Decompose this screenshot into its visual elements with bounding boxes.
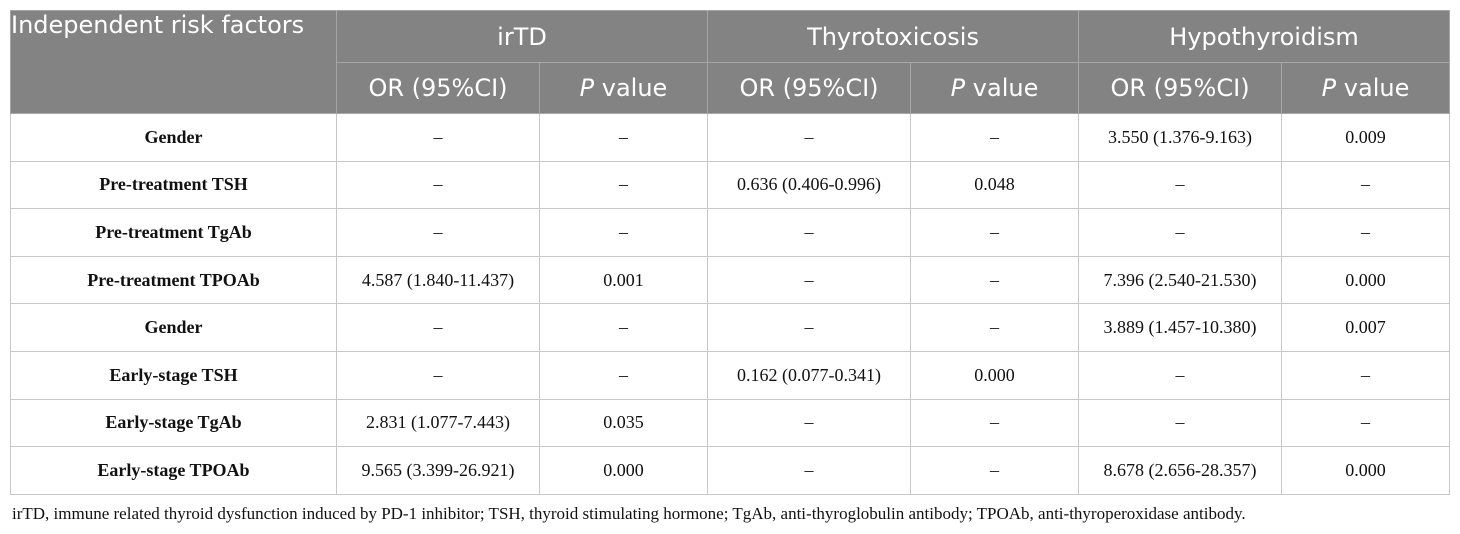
table-footnote: irTD, immune related thyroid dysfunction… xyxy=(12,504,1246,523)
cell-p-irtd: 0.035 xyxy=(539,398,708,448)
cell-p-thyrotoxicosis: – xyxy=(909,113,1080,162)
cell-or-thyrotoxicosis: – xyxy=(707,208,911,257)
risk-factors-table: Independent risk factors irTD Thyrotoxic… xyxy=(10,10,1451,495)
cell-p-thyrotoxicosis: – xyxy=(909,398,1080,448)
cell-p-hypothyroidism: 0.009 xyxy=(1281,113,1451,162)
cell-or-hypothyroidism: – xyxy=(1078,160,1283,210)
p-italic-label: P xyxy=(950,74,966,102)
cell-p-irtd: 0.001 xyxy=(539,255,708,305)
table-row: Pre-treatment TPOAb 4.587 (1.840-11.437) 0… xyxy=(10,255,1451,305)
cell-or-hypothyroidism: 3.889 (1.457-10.380) xyxy=(1078,303,1283,352)
cell-p-hypothyroidism: – xyxy=(1281,350,1451,400)
cell-or-thyrotoxicosis: 0.636 (0.406-0.996) xyxy=(707,160,911,210)
header-row-groups: Independent risk factors irTD Thyrotoxic… xyxy=(10,10,1451,114)
header-group-irtd: irTD xyxy=(336,10,708,63)
p-value-label: value xyxy=(1336,74,1410,102)
header-row-measures: OR (95%CI) P value OR (95%CI) P value OR… xyxy=(11,62,1451,114)
header-group-hypothyroidism: Hypothyroidism xyxy=(1078,10,1451,63)
cell-p-thyrotoxicosis: 0.000 xyxy=(909,350,1080,400)
header-or-hypothyroidism: OR (95%CI) xyxy=(1078,62,1283,114)
cell-or-irtd: – xyxy=(336,113,540,162)
cell-p-hypothyroidism: – xyxy=(1281,208,1451,257)
cell-p-irtd: – xyxy=(539,113,708,162)
cell-p-hypothyroidism: – xyxy=(1281,160,1451,210)
header-p-thyrotoxicosis: P value xyxy=(909,62,1080,114)
cell-or-irtd: – xyxy=(336,350,540,400)
cell-or-hypothyroidism: – xyxy=(1078,208,1283,257)
row-factor-label: Pre-treatment TgAb xyxy=(10,208,337,257)
cell-p-irtd: 0.000 xyxy=(539,446,708,495)
p-value-label: value xyxy=(965,74,1039,102)
cell-p-hypothyroidism: – xyxy=(1281,398,1451,448)
cell-or-irtd: 9.565 (3.399-26.921) xyxy=(336,446,540,495)
table-row: Early-stage TPOAb 9.565 (3.399-26.921) 0.0… xyxy=(10,446,1451,495)
header-or-thyrotoxicosis: OR (95%CI) xyxy=(707,62,911,114)
cell-or-thyrotoxicosis: – xyxy=(707,446,911,495)
header-or-irtd: OR (95%CI) xyxy=(336,62,540,114)
table-row: Gender – – – –3.550 (1.376-9.163) 0.009 xyxy=(10,113,1451,162)
cell-or-irtd: – xyxy=(336,160,540,210)
cell-p-hypothyroidism: 0.000 xyxy=(1281,446,1451,495)
p-italic-label: P xyxy=(1321,74,1337,102)
row-factor-label: Pre-treatment TPOAb xyxy=(10,255,337,305)
cell-p-thyrotoxicosis: – xyxy=(909,255,1080,305)
table-row: Early-stage TgAb 2.831 (1.077-7.443) 0.035… xyxy=(10,398,1451,448)
header-group-thyrotoxicosis: Thyrotoxicosis xyxy=(706,10,1080,63)
table-row: Gender – – – –3.889 (1.457-10.380) 0.007 xyxy=(10,303,1451,352)
row-factor-label: Early-stage TgAb xyxy=(10,398,337,448)
table-row: Pre-treatment TgAb – – – – – – xyxy=(10,208,1451,257)
cell-or-irtd: – xyxy=(336,303,540,352)
cell-p-thyrotoxicosis: – xyxy=(909,303,1080,352)
cell-or-thyrotoxicosis: – xyxy=(707,113,911,162)
cell-or-thyrotoxicosis: – xyxy=(707,398,911,448)
cell-or-thyrotoxicosis: 0.162 (0.077-0.341) xyxy=(707,350,911,400)
cell-p-hypothyroidism: 0.007 xyxy=(1281,303,1451,352)
row-factor-label: Gender xyxy=(10,113,337,162)
cell-or-irtd: – xyxy=(336,208,540,257)
cell-p-thyrotoxicosis: – xyxy=(909,446,1080,495)
cell-p-hypothyroidism: 0.000 xyxy=(1281,255,1451,305)
row-factor-label: Early-stage TPOAb xyxy=(10,446,337,495)
p-value-label: value xyxy=(594,74,668,102)
cell-or-hypothyroidism: 8.678 (2.656-28.357) xyxy=(1078,446,1283,495)
cell-or-irtd: 4.587 (1.840-11.437) xyxy=(336,255,540,305)
cell-p-irtd: – xyxy=(539,350,708,400)
cell-p-thyrotoxicosis: 0.048 xyxy=(909,160,1080,210)
row-factor-label: Gender xyxy=(10,303,337,352)
cell-or-hypothyroidism: – xyxy=(1078,398,1283,448)
header-p-irtd: P value xyxy=(539,62,708,114)
cell-p-irtd: – xyxy=(539,208,708,257)
cell-or-thyrotoxicosis: – xyxy=(707,303,911,352)
p-italic-label: P xyxy=(579,74,595,102)
cell-or-hypothyroidism: 3.550 (1.376-9.163) xyxy=(1078,113,1283,162)
table-body: Gender – – – –3.550 (1.376-9.163) 0.009 Pre-tr… xyxy=(10,113,1451,495)
cell-or-thyrotoxicosis: – xyxy=(707,255,911,305)
cell-p-thyrotoxicosis: – xyxy=(909,208,1080,257)
cell-or-irtd: 2.831 (1.077-7.443) xyxy=(336,398,540,448)
cell-p-irtd: – xyxy=(539,160,708,210)
cell-or-hypothyroidism: – xyxy=(1078,350,1283,400)
table-row: Pre-treatment TSH – –0.636 (0.406-0.996) 0.… xyxy=(10,160,1451,210)
header-p-hypothyroidism: P value xyxy=(1281,62,1451,114)
header-risk-factors: Independent risk factors xyxy=(10,10,337,114)
row-factor-label: Early-stage TSH xyxy=(10,350,337,400)
cell-p-irtd: – xyxy=(539,303,708,352)
cell-or-hypothyroidism: 7.396 (2.540-21.530) xyxy=(1078,255,1283,305)
table-row: Early-stage TSH – –0.162 (0.077-0.341) 0.00… xyxy=(10,350,1451,400)
row-factor-label: Pre-treatment TSH xyxy=(10,160,337,210)
